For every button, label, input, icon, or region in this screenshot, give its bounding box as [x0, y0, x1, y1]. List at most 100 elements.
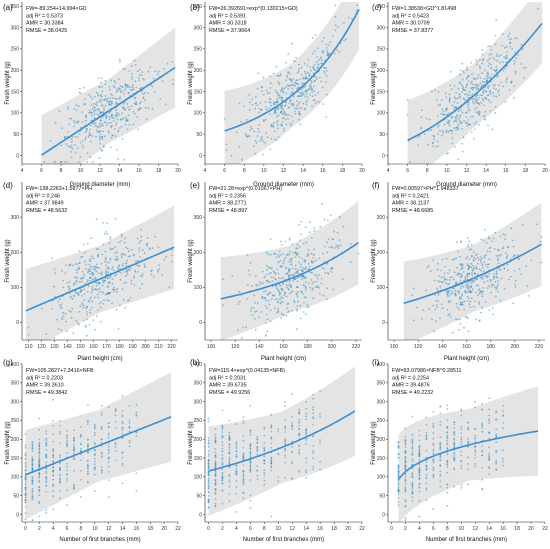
data-point	[459, 120, 461, 122]
data-point	[112, 85, 115, 87]
data-point	[487, 45, 489, 48]
data-point	[291, 428, 294, 431]
data-point	[292, 120, 294, 123]
data-point	[107, 457, 110, 460]
data-point	[254, 139, 257, 142]
data-point	[93, 117, 96, 119]
data-point	[458, 93, 460, 96]
data-point	[464, 93, 466, 96]
data-point	[95, 104, 98, 107]
data-point	[98, 291, 101, 293]
data-point	[460, 302, 462, 305]
data-point	[296, 72, 299, 74]
data-point	[298, 471, 301, 473]
data-point	[263, 434, 266, 437]
data-point	[283, 260, 286, 263]
data-point	[288, 283, 291, 285]
data-point	[251, 103, 254, 106]
data-point	[468, 90, 471, 93]
data-point	[249, 447, 252, 449]
data-point	[101, 149, 104, 152]
data-point	[300, 263, 302, 266]
data-point	[522, 67, 525, 69]
data-point	[81, 303, 84, 306]
data-point	[152, 276, 155, 278]
data-point	[75, 104, 78, 107]
data-point	[467, 94, 469, 96]
data-point	[436, 115, 439, 118]
data-point	[484, 263, 487, 266]
data-point	[418, 451, 421, 453]
data-point	[476, 253, 479, 256]
data-point	[228, 485, 231, 488]
data-point	[469, 300, 472, 303]
data-point	[94, 296, 96, 299]
data-point	[487, 99, 490, 102]
data-point	[288, 253, 290, 256]
data-point	[144, 265, 147, 268]
data-point	[45, 511, 48, 514]
data-point	[470, 254, 473, 257]
data-point	[221, 425, 224, 428]
x-tick-label: 8	[243, 168, 246, 174]
data-point	[284, 450, 287, 452]
data-point	[316, 47, 319, 50]
data-point	[428, 118, 431, 121]
data-point	[280, 312, 283, 315]
data-point	[268, 92, 271, 94]
data-point	[221, 502, 224, 505]
data-point	[503, 267, 506, 270]
y-tick-label: 0	[382, 320, 385, 326]
y-tick-label: 350	[194, 381, 203, 387]
data-point	[148, 248, 151, 251]
x-tick-label: 18	[514, 526, 520, 532]
data-point	[294, 251, 297, 253]
data-point	[288, 268, 291, 271]
data-point	[59, 431, 61, 433]
data-point	[506, 255, 508, 258]
data-point	[411, 438, 414, 441]
data-point	[268, 303, 271, 306]
data-point	[298, 428, 301, 430]
data-point	[307, 249, 310, 252]
data-point	[100, 438, 103, 441]
data-point	[60, 305, 62, 308]
data-point	[448, 294, 450, 297]
data-point	[97, 254, 99, 257]
data-point	[258, 130, 260, 133]
data-point	[62, 279, 64, 282]
data-point	[445, 131, 448, 133]
data-point	[433, 138, 436, 141]
data-point	[453, 84, 456, 87]
data-point	[266, 330, 269, 333]
data-point	[437, 104, 440, 107]
data-point	[323, 72, 326, 75]
data-point	[91, 287, 94, 290]
data-point	[77, 121, 79, 124]
data-point	[113, 86, 116, 89]
data-point	[319, 57, 322, 60]
x-tick-label: 8	[263, 526, 266, 532]
x-tick-label: 210	[154, 344, 163, 350]
data-point	[94, 122, 97, 124]
data-point	[207, 506, 210, 509]
x-tick-label: 4	[418, 526, 421, 532]
data-point	[24, 501, 27, 504]
y-tick-label: 0	[199, 512, 202, 518]
data-point	[298, 452, 301, 455]
data-point	[474, 457, 477, 459]
data-point	[52, 440, 55, 443]
data-point	[312, 72, 315, 74]
data-point	[263, 450, 266, 453]
data-point	[326, 219, 329, 222]
data-point	[129, 296, 132, 299]
data-point	[329, 214, 332, 217]
x-tick-label: 14	[486, 526, 492, 532]
data-point	[93, 443, 96, 446]
data-point	[308, 72, 311, 75]
y-tick-label: 200	[194, 250, 203, 256]
data-point	[483, 77, 486, 80]
data-point	[38, 486, 41, 489]
data-point	[397, 472, 400, 475]
data-point	[481, 430, 484, 433]
